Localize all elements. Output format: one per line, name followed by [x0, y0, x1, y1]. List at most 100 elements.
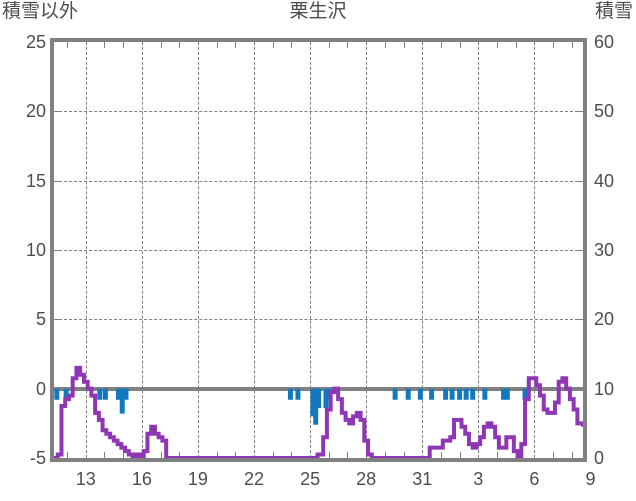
- precipitation-bar: [449, 388, 455, 400]
- x-axis-tick-label: 9: [585, 469, 596, 489]
- x-axis-tick-mark: [459, 452, 461, 458]
- x-axis-tick-mark: [497, 452, 498, 458]
- precipitation-bar: [119, 388, 125, 414]
- x-axis-tick-mark: [347, 42, 349, 48]
- x-axis-tick-mark: [384, 452, 386, 458]
- precipitation-bar: [102, 388, 108, 400]
- series-layer: [54, 365, 583, 458]
- vertical-gridline: [478, 42, 480, 458]
- precipitation-bar: [97, 388, 103, 400]
- y-axis-tick-mark: [577, 111, 583, 113]
- x-axis-tick-label: 25: [300, 469, 321, 489]
- page-title: 栗生沢: [289, 1, 347, 22]
- x-axis-tick-mark: [235, 42, 237, 48]
- y-axis-tick-label-left: 10: [25, 240, 46, 260]
- x-axis-tick-label: 22: [243, 469, 265, 489]
- x-axis-tick-label: 6: [529, 469, 540, 489]
- precipitation-bar: [123, 388, 129, 400]
- x-axis-tick-mark: [104, 452, 106, 458]
- y-axis-tick-label-left: 25: [25, 32, 46, 52]
- x-axis-tick-mark: [403, 42, 405, 48]
- zero-baseline: [54, 386, 583, 391]
- y-axis-tick-mark: [577, 250, 583, 251]
- precipitation-bars: [54, 388, 528, 425]
- y-axis-tick-mark: [54, 319, 60, 321]
- precipitation-bar: [470, 388, 476, 400]
- precipitation-bar: [316, 388, 321, 409]
- horizontal-gridline: [54, 180, 583, 182]
- x-axis-tick-mark: [179, 42, 181, 48]
- y-axis-tick-label-left: 20: [25, 101, 46, 122]
- x-axis-tick-mark: [515, 42, 517, 48]
- precipitation-bar: [323, 388, 329, 409]
- x-axis-tick-mark: [291, 42, 293, 48]
- vertical-gridline: [310, 42, 312, 458]
- y-axis-tick-label-right: 20: [594, 309, 615, 330]
- y-axis-tick-label-left: 15: [25, 170, 46, 191]
- precipitation-bar: [429, 388, 435, 400]
- left-axis-title: 積雪以外: [2, 1, 79, 22]
- snow-depth-line: [54, 365, 583, 458]
- x-axis-tick-mark: [440, 452, 442, 458]
- precipitation-bar: [287, 388, 293, 400]
- precipitation-bar: [310, 388, 316, 417]
- precipitation-bar: [522, 388, 528, 400]
- x-axis-tick-label: 3: [473, 469, 484, 489]
- y-axis-tick-mark: [54, 180, 60, 182]
- x-axis-tick-mark: [291, 452, 293, 458]
- y-axis-tick-label-right: 0: [594, 448, 605, 468]
- x-axis-tick-label: 13: [75, 469, 96, 489]
- vertical-gridline: [534, 42, 536, 458]
- x-axis-tick-mark: [272, 452, 274, 458]
- x-axis-tick-mark: [123, 42, 125, 48]
- x-axis-tick-mark: [216, 42, 218, 48]
- x-axis-tick-label: 19: [187, 469, 208, 489]
- x-axis-tick-mark: [123, 452, 125, 458]
- y-axis-tick-label-right: 30: [594, 240, 615, 260]
- y-axis-tick-label-right: 60: [594, 32, 615, 52]
- precipitation-bar: [115, 388, 121, 400]
- x-axis-tick-mark: [571, 42, 573, 48]
- horizontal-gridline: [54, 111, 583, 113]
- x-axis-tick-mark: [553, 452, 555, 458]
- x-axis-tick-mark: [328, 42, 330, 48]
- precipitation-bar: [313, 388, 319, 425]
- y-axis-tick-label-right: 40: [594, 170, 615, 191]
- horizontal-gridline: [54, 319, 583, 321]
- vertical-gridline: [85, 42, 87, 458]
- precipitation-bar: [417, 388, 423, 400]
- x-axis-tick-label: 28: [356, 469, 377, 489]
- y-axis-tick-label-right: 50: [594, 101, 615, 122]
- y-axis-tick-label-right: 10: [594, 378, 615, 399]
- x-axis-tick-mark: [272, 42, 274, 48]
- x-axis-tick-mark: [160, 452, 162, 458]
- x-axis-tick-mark: [403, 452, 405, 458]
- y-axis-tick-mark: [577, 319, 583, 321]
- x-axis-tick-mark: [440, 42, 442, 48]
- x-axis-tick-mark: [216, 452, 218, 458]
- precipitation-bar: [295, 388, 301, 400]
- y-axis-tick-mark: [54, 250, 60, 251]
- x-axis-tick-mark: [67, 42, 69, 48]
- precipitation-bar: [392, 388, 398, 400]
- x-axis-tick-mark: [347, 452, 349, 458]
- precipitation-bar: [54, 388, 60, 400]
- vertical-gridline: [366, 42, 368, 458]
- vertical-gridline: [422, 42, 424, 458]
- y-axis-tick-label-left: 0: [35, 378, 46, 399]
- x-axis-tick-label: 16: [131, 469, 152, 489]
- precipitation-bar: [504, 388, 510, 400]
- x-axis-tick-mark: [553, 42, 555, 48]
- y-axis-tick-mark: [54, 111, 60, 113]
- precipitation-bar: [463, 388, 469, 400]
- x-axis-tick-mark: [497, 42, 498, 48]
- x-axis-tick-label: 31: [412, 469, 433, 489]
- x-axis-tick-mark: [235, 452, 237, 458]
- x-axis-tick-mark: [179, 452, 181, 458]
- x-axis-tick-mark: [384, 42, 386, 48]
- horizontal-gridline: [54, 250, 583, 251]
- y-axis-tick-mark: [577, 180, 583, 182]
- precipitation-bar: [443, 388, 449, 400]
- y-axis-tick-label-left: -5: [29, 448, 46, 468]
